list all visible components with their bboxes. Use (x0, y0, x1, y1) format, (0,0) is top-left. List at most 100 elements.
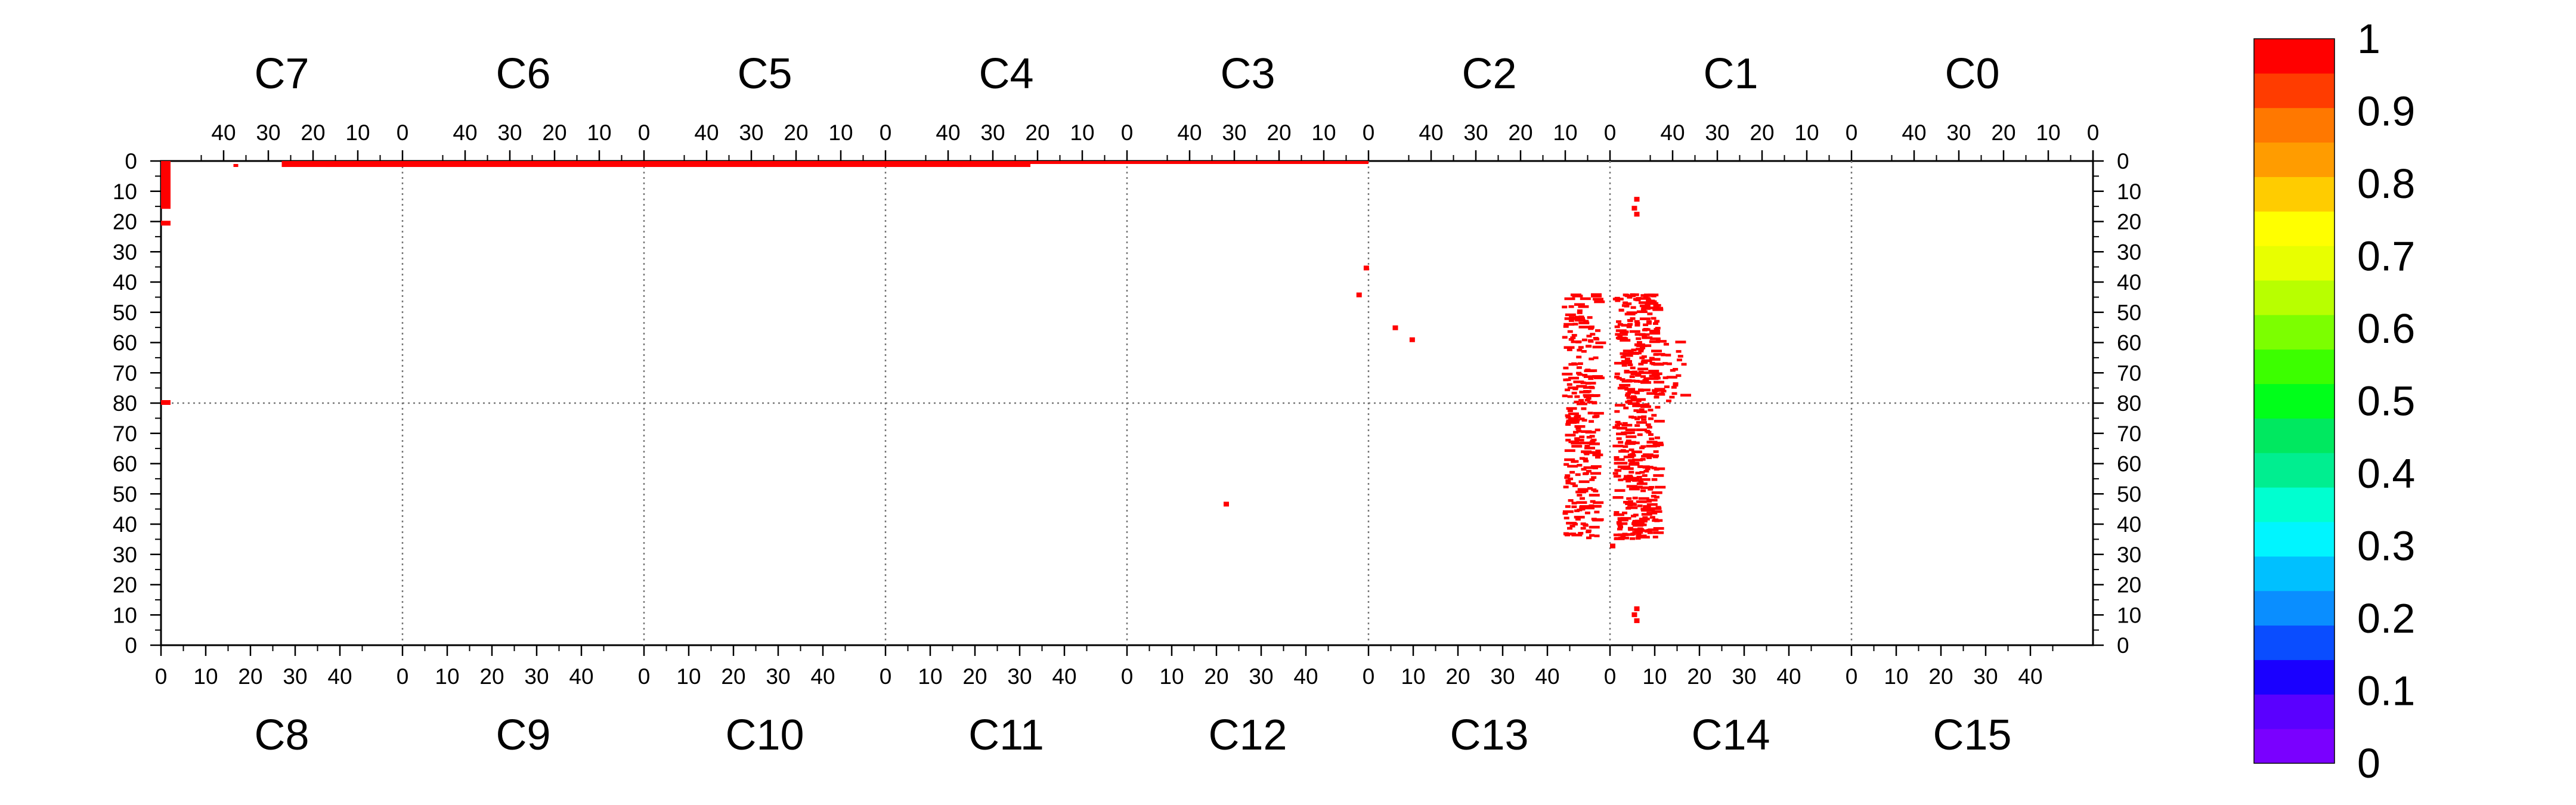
hit-cell (1641, 359, 1652, 363)
hit-cell (1623, 456, 1634, 459)
hit-cell (1565, 474, 1571, 477)
hit-cell (1632, 496, 1638, 500)
hit-cell (1651, 510, 1662, 513)
hit-cell (1642, 361, 1648, 364)
hit-cell (1590, 472, 1601, 475)
hit-cell (1615, 404, 1626, 407)
hit-cell (1565, 479, 1571, 482)
hit-cell (1568, 417, 1579, 420)
hit-cell (1594, 300, 1605, 304)
top-tick-label: 20 (542, 120, 566, 145)
top-tick-label: 10 (1311, 120, 1336, 145)
hit-cell (1624, 465, 1630, 469)
hit-cell (1648, 370, 1659, 373)
hit-cell (1641, 418, 1647, 421)
hit-cell (1626, 439, 1631, 442)
hit-cell (1573, 380, 1584, 383)
hit-cell (1625, 428, 1636, 432)
hit-cell (1582, 373, 1588, 377)
left-tick-label: 0 (125, 149, 137, 174)
top-tick-label: 10 (2036, 120, 2060, 145)
hit-cell (1581, 350, 1587, 353)
hit-cell (1615, 475, 1621, 478)
hit-cell (1594, 534, 1600, 537)
hit-cell (1565, 423, 1571, 426)
hit-cell (1583, 395, 1589, 398)
hit-cell (1594, 428, 1600, 432)
hit-cell (1614, 325, 1620, 329)
hit-cell (1614, 424, 1620, 427)
hit-cell (1590, 293, 1602, 296)
hit-cell (1648, 306, 1659, 309)
hit-cell (1629, 460, 1635, 464)
hit-cell (1649, 437, 1655, 441)
hit-cell (1636, 482, 1648, 485)
hit-cell (1623, 301, 1628, 305)
hit-cell (1620, 339, 1631, 342)
hit-cell (1622, 422, 1628, 425)
hit-cell (1637, 465, 1643, 468)
hit-cell (1646, 298, 1652, 302)
colorbar-segment (2254, 660, 2334, 695)
hit-cell (1637, 527, 1643, 530)
hit-cell (1646, 322, 1652, 325)
hit-cell (1652, 455, 1658, 459)
hit-cell (1630, 454, 1636, 457)
hit-cell (1586, 470, 1592, 473)
hit-cell (1567, 395, 1573, 398)
hit-cell (1645, 454, 1651, 458)
hit-cell (1649, 358, 1661, 361)
hit-cell (281, 164, 287, 168)
hit-cell (1576, 385, 1587, 388)
hit-cell (1620, 355, 1626, 358)
hit-cell (161, 221, 171, 226)
top-tick-label: 0 (1121, 120, 1134, 145)
hit-cell (1581, 419, 1587, 422)
hit-cell (1575, 490, 1587, 494)
hit-cell (1586, 335, 1592, 338)
hit-cell (1612, 426, 1618, 429)
hit-cell (1614, 537, 1620, 540)
hit-cell (1637, 416, 1643, 419)
hit-cell (1646, 507, 1652, 511)
hit-cell (1673, 382, 1679, 385)
hit-cell (1636, 532, 1642, 536)
hit-cell (1578, 480, 1590, 484)
top-tick-label: 40 (1177, 120, 1202, 145)
hit-cell (1675, 340, 1686, 343)
hit-cell (1581, 467, 1587, 471)
right-tick-label: 10 (2117, 179, 2141, 204)
hit-cell (1639, 518, 1650, 521)
hit-cell (1661, 389, 1667, 393)
hit-cell (1586, 435, 1592, 439)
hit-cell (1571, 334, 1577, 337)
hit-cell (1615, 333, 1621, 336)
hit-cell (1589, 534, 1595, 537)
hit-cell (1663, 343, 1669, 346)
hit-cell (1655, 340, 1667, 343)
hit-cell (1565, 438, 1571, 442)
hit-cell (1634, 424, 1640, 427)
hit-cell (1624, 370, 1630, 373)
hit-cell (1392, 325, 1398, 330)
hit-cell (1588, 377, 1594, 380)
hit-cell (1592, 298, 1603, 301)
hit-cell (1648, 408, 1654, 411)
colorbar-tick-label: 1 (2357, 16, 2380, 62)
hit-cell (1616, 469, 1622, 472)
hit-cell (1576, 429, 1582, 433)
hit-cell (1616, 377, 1622, 380)
bottom-tick-label: 10 (918, 664, 942, 689)
hit-cell (1578, 438, 1584, 442)
hit-cell (1655, 485, 1666, 489)
colorbar-tick-label: 0.1 (2357, 668, 2415, 714)
top-tick-label: 10 (1794, 120, 1819, 145)
hit-cell (1634, 374, 1640, 377)
hit-cell (1618, 525, 1624, 529)
hit-band (281, 161, 1368, 165)
colorbar-segment (2254, 107, 2334, 143)
hit-cell (1594, 510, 1600, 513)
top-chamber-label: C2 (1462, 50, 1516, 98)
